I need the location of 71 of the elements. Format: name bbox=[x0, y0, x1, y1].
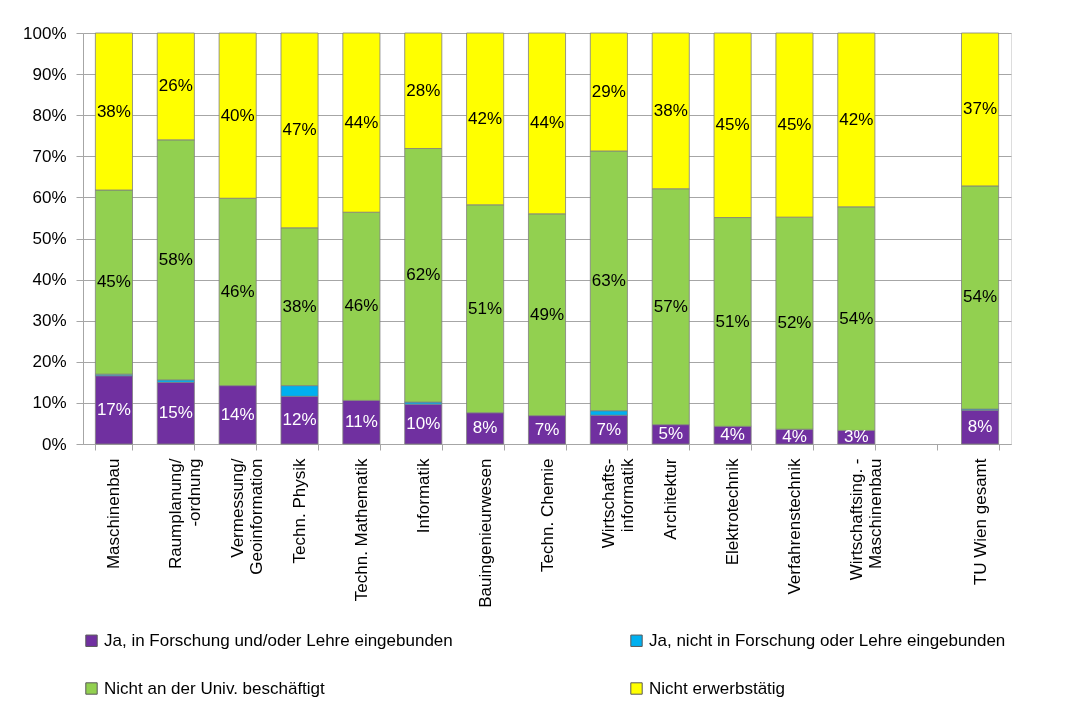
y-tick-label: 70% bbox=[32, 146, 67, 166]
data-label: 46% bbox=[220, 281, 255, 301]
data-label: 51% bbox=[715, 311, 750, 331]
y-tick-label: 60% bbox=[32, 187, 67, 207]
data-label: 28% bbox=[406, 80, 441, 100]
data-label: 45% bbox=[777, 115, 812, 135]
legend-label: Ja, nicht in Forschung oder Lehre eingebunden bbox=[649, 630, 1006, 650]
y-tick-label: 0% bbox=[41, 434, 67, 454]
data-label: 14% bbox=[220, 404, 255, 424]
y-tick-label: 40% bbox=[32, 270, 67, 290]
data-label: 8% bbox=[472, 418, 498, 438]
y-tick-label: 90% bbox=[32, 64, 67, 84]
data-label: 38% bbox=[96, 101, 131, 121]
data-label: 44% bbox=[529, 113, 565, 133]
data-label: 51% bbox=[468, 298, 503, 318]
data-label: 52% bbox=[777, 313, 812, 333]
data-label: 42% bbox=[468, 108, 503, 128]
x-tick-label: Elektrotechnik bbox=[723, 458, 743, 566]
x-tick-label: Informatik bbox=[413, 458, 433, 534]
data-label: 5% bbox=[658, 424, 684, 444]
data-label: 47% bbox=[282, 120, 317, 140]
y-tick-label: 100% bbox=[23, 23, 67, 43]
data-label: 15% bbox=[158, 403, 193, 423]
legend-label: Ja, in Forschung und/oder Lehre eingebunden bbox=[104, 630, 453, 650]
data-label: 62% bbox=[406, 265, 441, 285]
x-tick-label: Vermessung/ Geoinformation bbox=[228, 458, 267, 575]
data-label: 26% bbox=[158, 76, 193, 96]
data-label: 45% bbox=[96, 272, 131, 292]
data-label: 4% bbox=[720, 425, 745, 445]
data-label: 12% bbox=[282, 410, 317, 430]
legend-label: Nicht erwerbstätig bbox=[649, 678, 786, 698]
x-tick-label: Verfahrenstechnik bbox=[784, 458, 804, 595]
y-tick-label: 20% bbox=[32, 352, 67, 372]
x-tick-label: Wirtschaftsing. - Maschinenbau bbox=[846, 458, 885, 581]
data-label: 49% bbox=[529, 304, 565, 324]
data-label: 11% bbox=[345, 412, 378, 432]
data-label: 58% bbox=[158, 249, 193, 269]
data-label: 3% bbox=[844, 427, 869, 447]
data-label: 4% bbox=[782, 426, 807, 446]
data-label: 8% bbox=[967, 417, 993, 437]
y-tick-label: 10% bbox=[32, 393, 67, 413]
y-tick-label: 80% bbox=[32, 105, 67, 125]
data-label: 54% bbox=[839, 308, 874, 328]
y-tick-label: 30% bbox=[32, 311, 67, 331]
legend-label: Nicht an der Univ. beschäftigt bbox=[104, 678, 326, 698]
x-tick-label: Techn. Mathematik bbox=[351, 458, 371, 602]
data-label: 10% bbox=[406, 414, 441, 434]
x-tick-label: Bauingenieurwesen bbox=[475, 458, 495, 608]
data-label: 7% bbox=[596, 419, 622, 439]
y-tick-label: 50% bbox=[32, 229, 67, 248]
data-label: 17% bbox=[96, 399, 131, 419]
data-label: 38% bbox=[653, 100, 688, 120]
data-label: 45% bbox=[715, 115, 750, 135]
data-label: 37% bbox=[963, 99, 998, 119]
data-label: 38% bbox=[282, 296, 317, 316]
data-label: 40% bbox=[220, 105, 255, 125]
data-label: 44% bbox=[344, 112, 379, 132]
data-label: 57% bbox=[653, 296, 688, 316]
x-tick-label: Wirtschafts- informatik bbox=[599, 458, 638, 549]
x-tick-label: Raumplanung/ -ordnung bbox=[166, 458, 205, 570]
data-label: 63% bbox=[591, 270, 626, 290]
data-label: 7% bbox=[534, 419, 560, 439]
x-tick-label: Maschinenbau bbox=[104, 458, 124, 570]
data-label: 29% bbox=[591, 81, 626, 101]
x-tick-label: TU Wien gesamt bbox=[970, 458, 990, 586]
data-label: 46% bbox=[344, 296, 379, 316]
data-label: 42% bbox=[839, 109, 874, 129]
data-label: 54% bbox=[963, 287, 998, 307]
x-tick-label: Architektur bbox=[661, 458, 681, 540]
x-tick-label: Techn. Physik bbox=[290, 458, 310, 564]
x-tick-label: Techn. Chemie bbox=[537, 458, 557, 572]
